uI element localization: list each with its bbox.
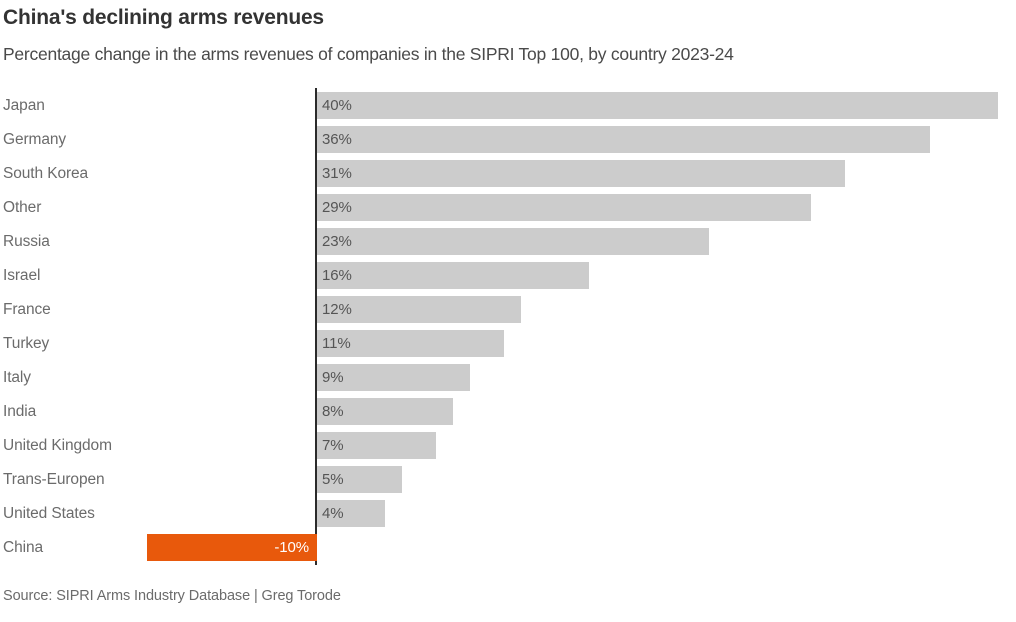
bar bbox=[317, 262, 590, 289]
bar-value-label: 7% bbox=[322, 437, 344, 454]
bar-value-label: 31% bbox=[322, 165, 352, 182]
bar bbox=[317, 92, 999, 119]
bar bbox=[317, 364, 471, 391]
chart-subtitle: Percentage change in the arms revenues o… bbox=[3, 44, 734, 64]
bar-value-label: 23% bbox=[322, 233, 352, 250]
bar-row: Trans-Europen 5% bbox=[0, 463, 1016, 497]
bar bbox=[317, 160, 845, 187]
bar bbox=[146, 534, 317, 561]
category-label: France bbox=[3, 301, 51, 318]
bar-row: Italy 9% bbox=[0, 361, 1016, 395]
bar bbox=[317, 194, 811, 221]
bar-value-label: 5% bbox=[322, 471, 344, 488]
bar-row: Germany 36% bbox=[0, 123, 1016, 157]
bar-row: South Korea 31% bbox=[0, 157, 1016, 191]
bar-row: India 8% bbox=[0, 395, 1016, 429]
bar-row: China -10% bbox=[0, 531, 1016, 565]
category-label: Trans-Europen bbox=[3, 471, 105, 488]
bar-value-label: 4% bbox=[322, 505, 344, 522]
bar-row: Other 29% bbox=[0, 191, 1016, 225]
bar-value-label: 29% bbox=[322, 199, 352, 216]
bar-value-label: 12% bbox=[322, 301, 352, 318]
category-label: India bbox=[3, 403, 37, 420]
bar bbox=[317, 398, 454, 425]
bar-value-label: 36% bbox=[322, 131, 352, 148]
bar-value-label: 8% bbox=[322, 403, 344, 420]
bar-row: Turkey 11% bbox=[0, 327, 1016, 361]
bar-row: Israel 16% bbox=[0, 259, 1016, 293]
bar bbox=[317, 126, 931, 153]
bar bbox=[317, 296, 522, 323]
bar bbox=[317, 432, 437, 459]
bar-row: United States 4% bbox=[0, 497, 1016, 531]
bar-value-label: 40% bbox=[322, 97, 352, 114]
category-label: South Korea bbox=[3, 165, 89, 182]
category-label: Germany bbox=[3, 131, 67, 148]
category-label: Russia bbox=[3, 233, 50, 250]
chart-title: China's declining arms revenues bbox=[3, 6, 324, 29]
category-label: United Kingdom bbox=[3, 437, 112, 454]
bar-value-label: 9% bbox=[322, 369, 344, 386]
category-label: Italy bbox=[3, 369, 31, 386]
chart-source-note: Source: SIPRI Arms Industry Database | G… bbox=[3, 588, 341, 604]
bar bbox=[317, 330, 505, 357]
category-label: Turkey bbox=[3, 335, 50, 352]
bar-row: Japan 40% bbox=[0, 89, 1016, 123]
zero-axis-line bbox=[315, 88, 317, 565]
bar bbox=[317, 228, 709, 255]
bar-value-label: -10% bbox=[274, 539, 309, 556]
category-label: United States bbox=[3, 505, 95, 522]
bar bbox=[317, 466, 403, 493]
bar-value-label: 11% bbox=[322, 335, 351, 352]
bar bbox=[317, 500, 386, 527]
bar-row: United Kingdom 7% bbox=[0, 429, 1016, 463]
bar-value-label: 16% bbox=[322, 267, 352, 284]
plot-area: Japan 40% Germany 36% South Korea 31% Other 29%… bbox=[0, 88, 1016, 566]
category-label: Japan bbox=[3, 97, 45, 114]
category-label: China bbox=[3, 539, 43, 556]
bar-row: Russia 23% bbox=[0, 225, 1016, 259]
category-label: Israel bbox=[3, 267, 41, 284]
category-label: Other bbox=[3, 199, 42, 216]
bar-row: France 12% bbox=[0, 293, 1016, 327]
